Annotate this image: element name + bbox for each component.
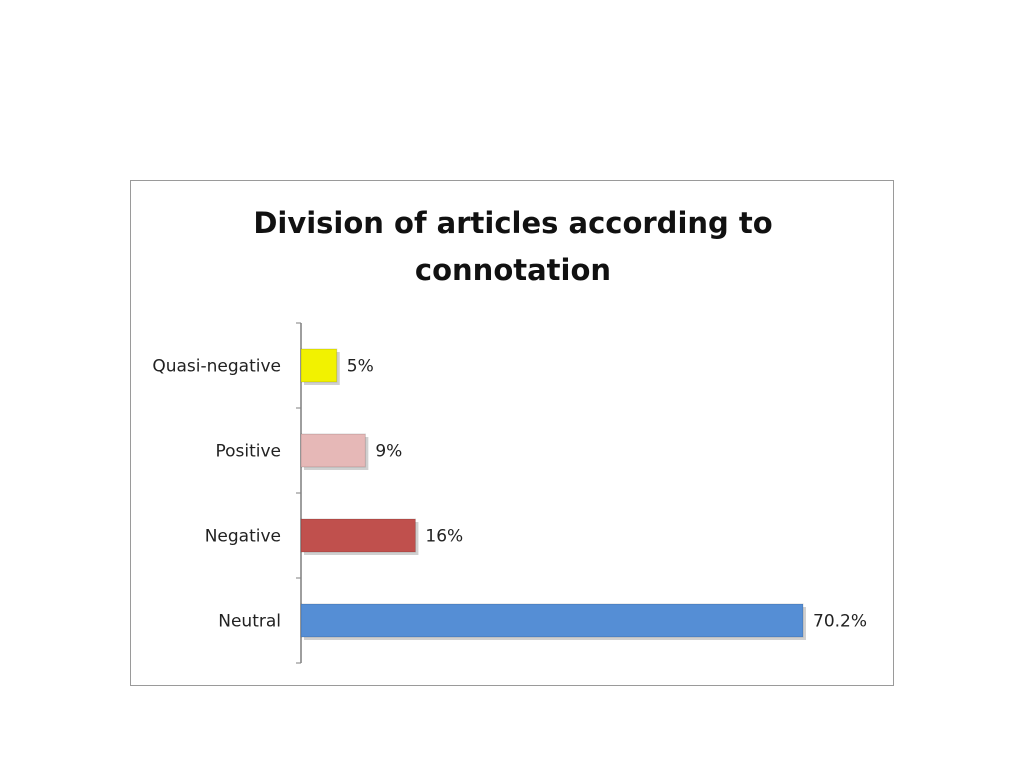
bar-chart: Division of articles according to connot… bbox=[152, 206, 867, 664]
chart-frame: Division of articles according to connot… bbox=[130, 180, 894, 686]
value-label-neutral: 70.2% bbox=[813, 612, 867, 632]
chart-title-line-1: Division of articles according to bbox=[253, 206, 772, 240]
bar-neutral bbox=[300, 603, 804, 638]
category-label-positive: Positive bbox=[215, 442, 281, 462]
value-label-quasi-negative: 5% bbox=[347, 357, 374, 377]
category-label-quasi-negative: Quasi-negative bbox=[152, 357, 281, 377]
bar-negative bbox=[300, 518, 416, 553]
value-label-negative: 16% bbox=[425, 527, 463, 547]
plot-area: Quasi-negative 5% Positive 9% Negative 16% Neu… bbox=[152, 322, 867, 664]
value-label-positive: 9% bbox=[375, 442, 402, 462]
category-label-neutral: Neutral bbox=[218, 612, 281, 632]
category-label-negative: Negative bbox=[205, 527, 281, 547]
bar-positive bbox=[300, 433, 366, 468]
bar-quasi-negative bbox=[300, 348, 338, 383]
chart-title-line-2: connotation bbox=[415, 253, 611, 287]
chart-title: Division of articles according to connot… bbox=[253, 206, 772, 287]
